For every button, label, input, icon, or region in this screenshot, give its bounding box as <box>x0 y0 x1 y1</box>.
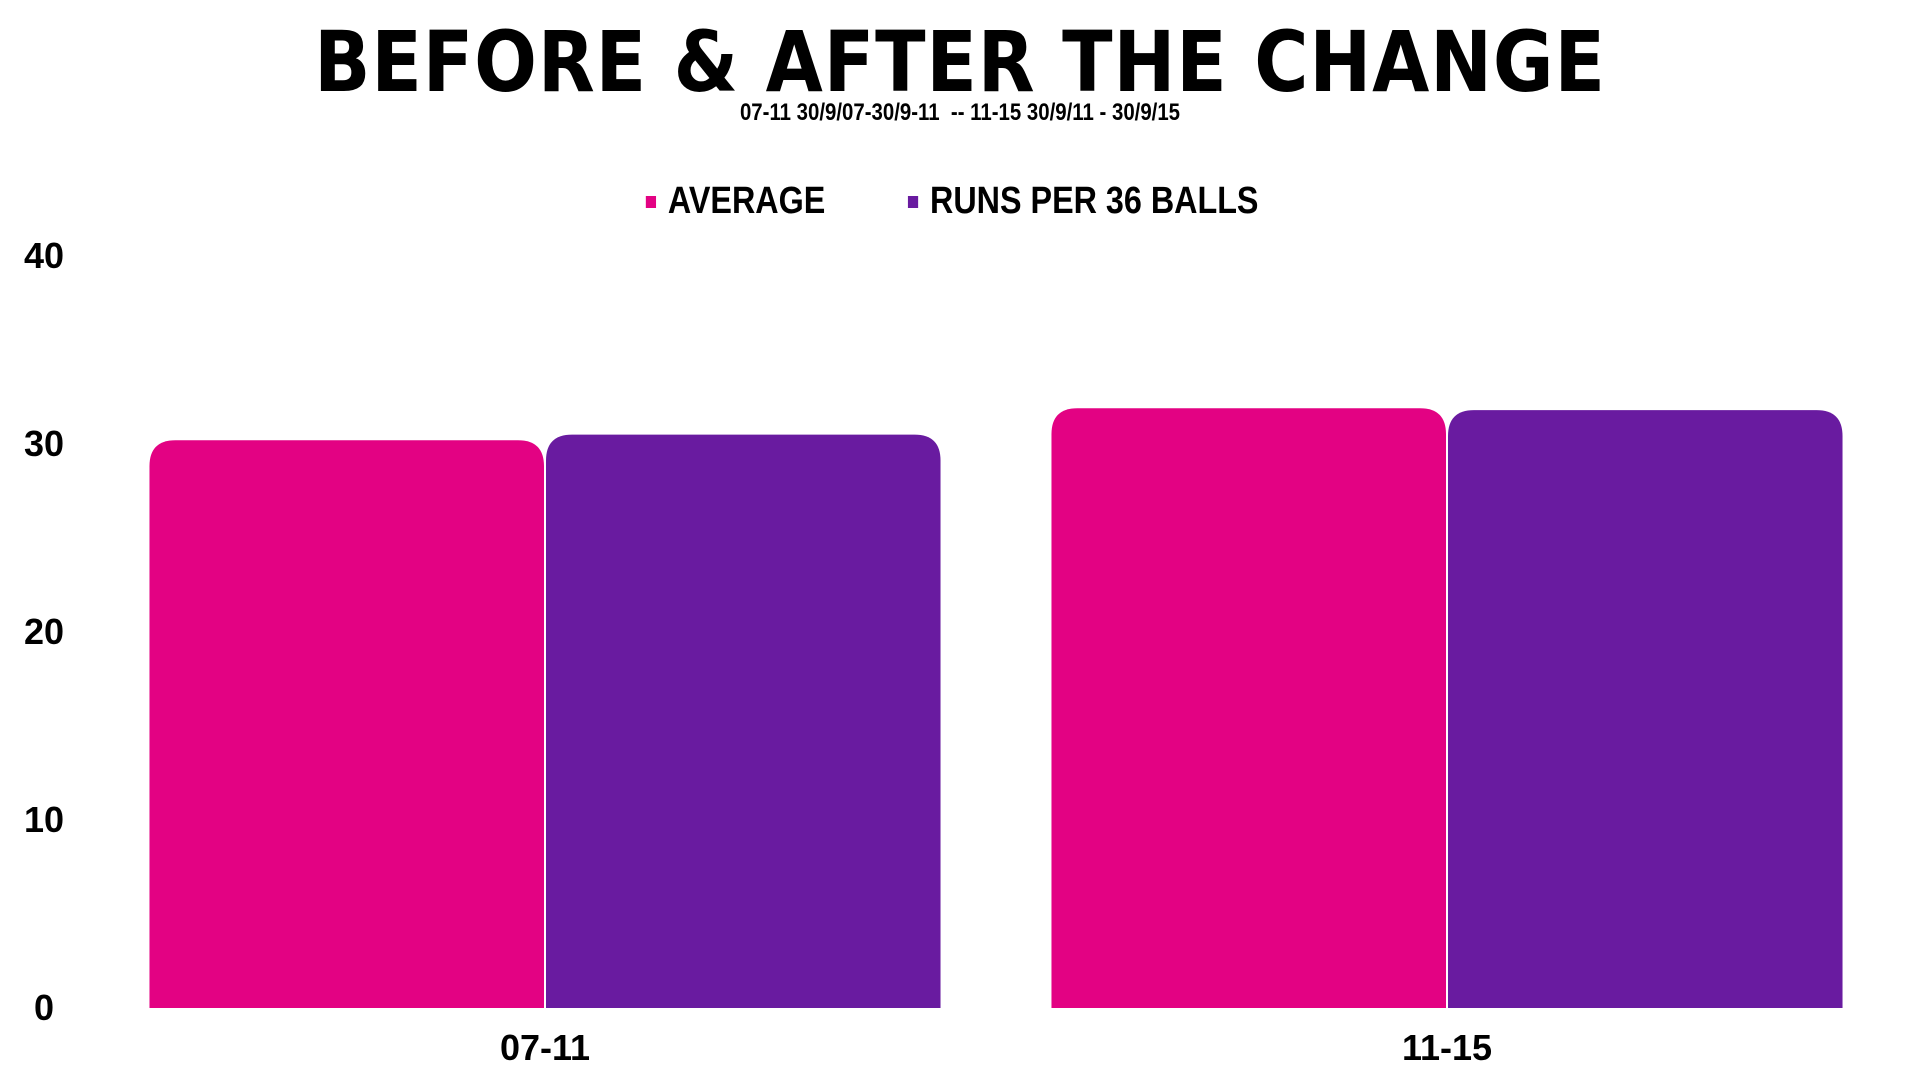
x-tick-label: 07-11 <box>500 1027 590 1068</box>
legend-item-average: AVERAGE <box>646 180 826 223</box>
y-tick-label: 40 <box>24 235 64 276</box>
bar-average-07-11 <box>149 440 544 1008</box>
legend-item-runs-per-36-balls: RUNS PER 36 BALLS <box>908 180 1259 223</box>
legend-label-runs-per-36-balls: RUNS PER 36 BALLS <box>930 180 1259 222</box>
y-tick-label: 10 <box>24 799 64 840</box>
x-axis: 07-11 11-15 <box>500 1027 1492 1068</box>
chart-title: BEFORE & AFTER THE CHANGE <box>314 13 1606 111</box>
bar-average-11-15 <box>1051 408 1446 1008</box>
x-tick-label: 11-15 <box>1402 1027 1492 1068</box>
bars <box>149 408 1843 1009</box>
chart-subtitle: 07-11 30/9/07-30/9-11 -- 11-15 30/9/11 -… <box>739 99 1181 126</box>
legend-swatch-average <box>646 195 657 208</box>
y-axis: 0 10 20 30 40 <box>24 235 64 1028</box>
y-tick-label: 0 <box>34 987 54 1028</box>
legend-swatch-runs-per-36-balls <box>908 195 919 208</box>
y-tick-label: 20 <box>24 611 64 652</box>
legend: AVERAGE RUNS PER 36 BALLS <box>0 180 1920 223</box>
bar-runs-per-36-balls-07-11 <box>546 434 941 1009</box>
y-tick-label: 30 <box>24 423 64 464</box>
legend-label-average: AVERAGE <box>668 180 826 222</box>
bar-runs-per-36-balls-11-15 <box>1448 410 1843 1008</box>
